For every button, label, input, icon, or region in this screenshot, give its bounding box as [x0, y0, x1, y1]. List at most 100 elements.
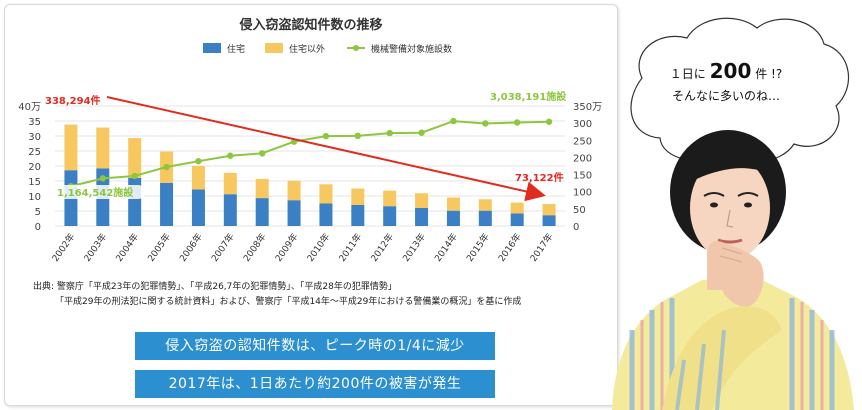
right-tick-label: 300: [573, 119, 592, 130]
legend-swatch-1: [265, 43, 283, 53]
x-tick-label: 2002年: [49, 231, 77, 264]
bar-residential: [383, 206, 397, 226]
left-tick-label: 20: [28, 162, 41, 173]
bar-residential: [255, 198, 269, 226]
annotation-bg: [53, 185, 145, 199]
line-point: [545, 118, 553, 125]
bar-non-residential: [542, 204, 556, 216]
bar-residential: [446, 210, 460, 226]
bar-non-residential: [96, 127, 110, 169]
x-tick-label: 2015年: [464, 231, 492, 264]
bubble-pre: １日に: [669, 67, 706, 81]
bar-non-residential: [191, 166, 205, 190]
right-tick-label: 150: [573, 171, 592, 182]
line-point: [513, 119, 521, 126]
line-point: [99, 175, 107, 182]
left-tick-label: 10: [28, 192, 41, 203]
bar-non-residential: [415, 193, 429, 208]
annotation-peak-theft: 338,294件: [45, 94, 101, 107]
legend-label-2: 機械警備対象施設数: [371, 43, 452, 55]
bar-non-residential: [383, 190, 397, 207]
bar-non-residential: [287, 180, 301, 201]
x-tick-label: 2017年: [527, 231, 555, 264]
left-tick-label: 25: [28, 147, 41, 158]
chart-title: 侵入窃盗認知件数の推移: [238, 17, 382, 33]
bar-non-residential: [319, 184, 333, 204]
line-point: [195, 158, 202, 165]
bar-residential: [287, 200, 301, 226]
line-point: [418, 129, 425, 136]
line-point: [354, 132, 362, 140]
x-tick-label: 2013年: [400, 231, 428, 264]
line-point: [131, 172, 138, 180]
thinking-woman-illustration: [612, 130, 854, 410]
right-tick-label: 250: [573, 136, 592, 147]
x-tick-label: 2007年: [209, 231, 237, 264]
line-point: [163, 163, 170, 171]
line-point: [258, 150, 266, 157]
bar-residential: [160, 182, 174, 226]
x-tick-label: 2006年: [177, 231, 205, 264]
bar-non-residential: [351, 188, 365, 205]
x-tick-label: 2004年: [113, 231, 141, 264]
x-tick-label: 2010年: [304, 231, 332, 264]
bar-residential: [478, 210, 492, 226]
line-facilities: [70, 120, 550, 188]
bar-non-residential: [223, 172, 237, 195]
bar-residential: [542, 215, 556, 226]
annotation-latest-theft: 73,122件: [515, 171, 564, 184]
bar-non-residential: [446, 197, 460, 211]
bar-non-residential: [510, 202, 524, 214]
x-tick-label: 2005年: [145, 231, 173, 264]
bubble-post: 件 !?: [755, 67, 783, 81]
annotation-latest-facilities: 3,038,191施設: [490, 90, 567, 103]
left-tick-label: 15: [28, 177, 41, 188]
right-tick-label: 100: [573, 188, 592, 199]
x-tick-label: 2009年: [272, 231, 300, 264]
bubble-text: １日に 200 件 !? そんなに多いのね…: [626, 60, 826, 107]
bar-residential: [415, 208, 429, 226]
line-point: [450, 117, 457, 125]
x-tick-label: 2003年: [81, 231, 109, 264]
left-tick-label: 35: [28, 117, 41, 128]
right-tick-label: 50: [573, 205, 586, 216]
right-tick-label: 200: [573, 153, 592, 164]
legend-label-1: 住宅以外: [289, 43, 325, 55]
x-tick-label: 2011年: [336, 231, 364, 264]
annotation-first-facilities: 1,164,542施設: [57, 186, 134, 199]
x-tick-label: 2012年: [368, 231, 396, 264]
banner-decrease: 侵入窃盗の認知件数は、ピーク時の1/4に減少: [135, 332, 495, 360]
legend-swatch-0: [203, 43, 221, 53]
bar-residential: [351, 205, 365, 226]
banner-daily-damage: 2017年は、1日あたり約200件の被害が発生: [135, 370, 495, 398]
line-point: [227, 152, 234, 159]
x-tick-label: 2016年: [496, 231, 524, 264]
x-tick-label: 2014年: [432, 231, 460, 264]
bar-non-residential: [64, 124, 78, 171]
bar-non-residential: [128, 138, 142, 178]
line-point: [482, 120, 489, 127]
bar-residential: [191, 189, 205, 226]
bubble-big: 200: [709, 59, 752, 83]
left-tick-label: 30: [28, 132, 41, 143]
source-line-1: 出典: 警察庁「平成23年の犯罪情勢」、「平成26,7年の犯罪情勢」、「平成28…: [33, 282, 397, 292]
left-tick-label: 0: [35, 222, 41, 233]
line-point: [322, 132, 330, 140]
right-tick-label: 0: [573, 222, 579, 233]
bubble-line-2: そんなに多いのね…: [671, 89, 780, 103]
x-tick-label: 2008年: [241, 231, 269, 264]
left-tick-label: 5: [35, 207, 41, 218]
trend-arrow: [106, 96, 546, 202]
bar-residential: [223, 194, 237, 226]
legend-label-0: 住宅: [227, 43, 245, 55]
bar-non-residential: [478, 199, 492, 211]
legend-marker-2: [353, 45, 359, 51]
left-tick-label: 40万: [18, 102, 41, 113]
line-point: [386, 129, 393, 137]
bar-residential: [319, 203, 333, 226]
bar-residential: [510, 213, 524, 226]
source-line-2: 「平成29年の刑法犯に関する統計資料」および、警察庁「平成14年～平成29年にお…: [55, 297, 522, 307]
bar-non-residential: [255, 178, 269, 199]
right-tick-label: 350万: [573, 102, 602, 113]
